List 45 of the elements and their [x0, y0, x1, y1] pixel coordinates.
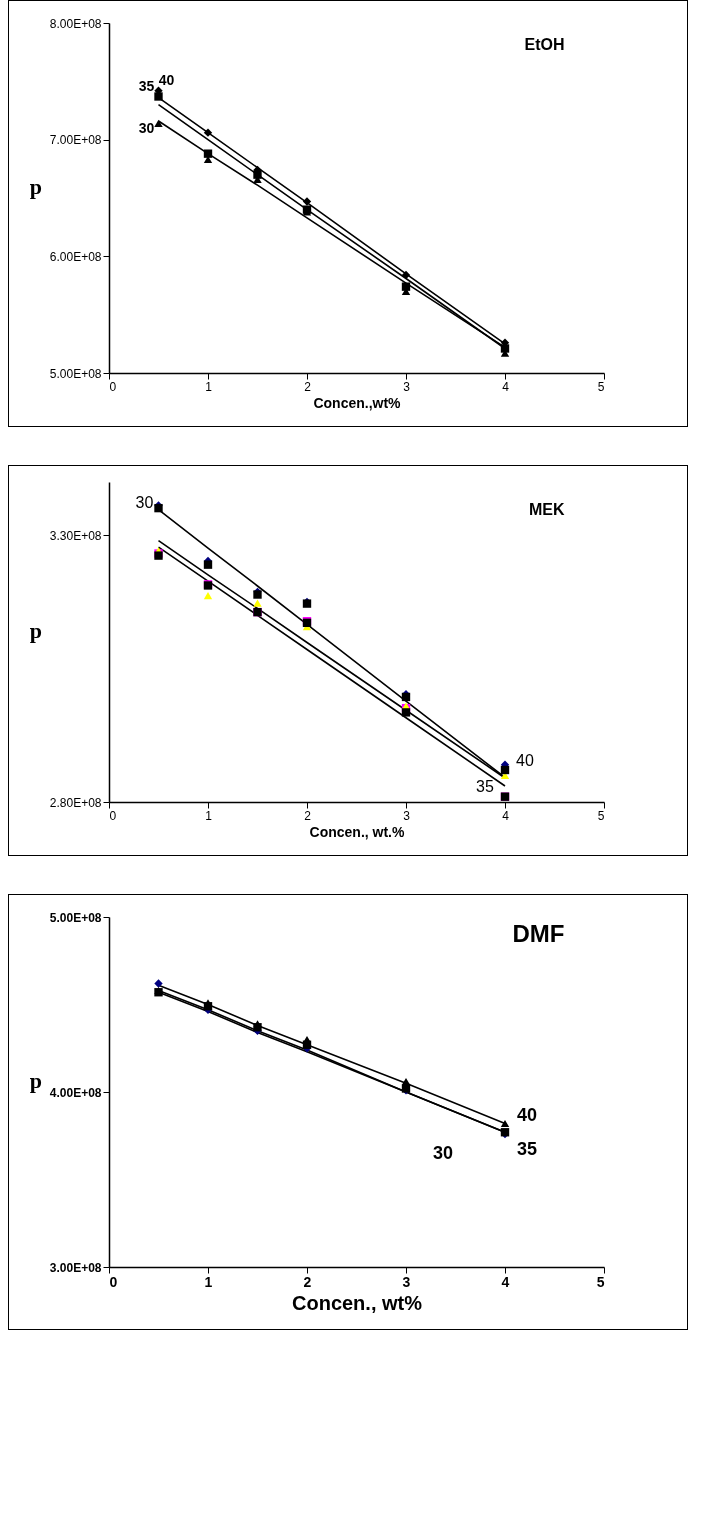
x-tick-label: 2 [303, 1273, 312, 1290]
series-label: 40 [158, 71, 175, 88]
y-tick-label: 2.80E+08 [49, 795, 102, 810]
y-tick-label: 8.00E+08 [49, 16, 102, 31]
y-tick-label: 7.00E+08 [49, 133, 102, 148]
y-axis-title: p [29, 617, 42, 643]
x-axis-title: Concen.,wt% [313, 394, 402, 411]
y-tick-label: 3.00E+08 [49, 1260, 102, 1275]
x-axis-title: Concen., wt% [291, 1291, 423, 1314]
x-axis-title: Concen., wt.% [309, 823, 405, 840]
x-tick-label: 3 [402, 1273, 411, 1290]
x-tick-label: 1 [205, 379, 213, 394]
x-tick-label: 4 [502, 379, 510, 394]
x-tick-label: 1 [204, 1273, 213, 1290]
x-tick-label: 5 [597, 808, 605, 823]
x-tick-label: 0 [109, 379, 117, 394]
text: EtOH [524, 36, 565, 53]
y-axis-title: p [29, 1067, 42, 1093]
y-tick-label: 3.30E+08 [49, 528, 102, 543]
x-tick-label: 4 [502, 808, 510, 823]
series-label: 30 [138, 120, 155, 137]
x-tick-label: 3 [403, 808, 411, 823]
x-tick-label: 2 [304, 379, 312, 394]
chart-title: DMF [512, 920, 565, 947]
x-tick-label: 3 [403, 379, 411, 394]
series-label: 35 [516, 1139, 538, 1160]
y-axis-title: p [29, 173, 42, 199]
x-tick-label: 5 [596, 1273, 605, 1290]
text: MEK [528, 501, 565, 518]
y-tick-label: 5.00E+08 [49, 910, 102, 925]
y-tick-label: 6.00E+08 [49, 249, 102, 264]
series-label: 35 [138, 77, 155, 94]
x-tick-label: 5 [597, 379, 605, 394]
y-tick-label: 5.00E+08 [49, 366, 102, 381]
series-label: 40 [516, 752, 534, 770]
x-tick-label: 0 [109, 1273, 118, 1290]
y-tick-label: 4.00E+08 [49, 1085, 102, 1100]
x-tick-label: 4 [501, 1273, 510, 1290]
text: 30 [432, 1143, 454, 1163]
series-label: 40 [516, 1104, 538, 1125]
series-label: 30 [135, 494, 154, 512]
x-tick-label: 0 [109, 808, 117, 823]
series-label: 35 [476, 777, 494, 795]
x-tick-label: 1 [205, 808, 213, 823]
x-tick-label: 2 [304, 808, 312, 823]
